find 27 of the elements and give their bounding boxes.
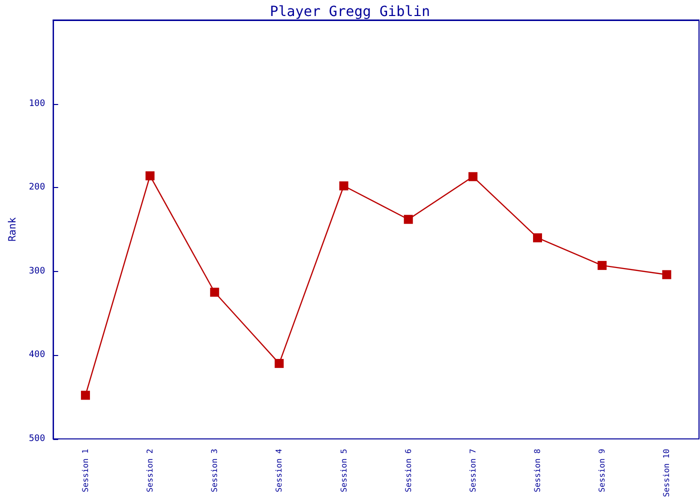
x-tick-label: Session 6 [404, 448, 413, 492]
x-tick-label: Session 9 [598, 448, 607, 492]
y-tick-label: 300 [28, 266, 46, 276]
x-tick-label: Session 3 [210, 448, 220, 492]
chart-title: Player Gregg Giblin [270, 4, 430, 20]
point [339, 181, 348, 190]
point [598, 260, 607, 270]
point [274, 358, 284, 368]
y-tick-label: 500 [28, 434, 46, 444]
x-tick-label: Session 7 [468, 448, 478, 492]
point [533, 233, 542, 242]
y-tick-label: 400 [28, 350, 46, 360]
x-tick-label: Session 4 [274, 448, 284, 492]
x-tick-label: Session 2 [146, 448, 155, 492]
x-tick-label: Session 1 [80, 448, 90, 492]
point [662, 270, 672, 280]
x-tick-label: Session 10 [662, 448, 672, 498]
point [210, 288, 220, 297]
point [146, 171, 155, 180]
x-tick-label: Session 8 [533, 448, 542, 492]
point [80, 390, 90, 400]
y-tick-label: 100 [28, 98, 46, 109]
y-tick-label: 200 [28, 182, 46, 193]
x-tick-label: Session 5 [339, 448, 348, 492]
point [404, 214, 413, 224]
y-axis-title: Rank [8, 217, 18, 242]
point [468, 172, 478, 182]
